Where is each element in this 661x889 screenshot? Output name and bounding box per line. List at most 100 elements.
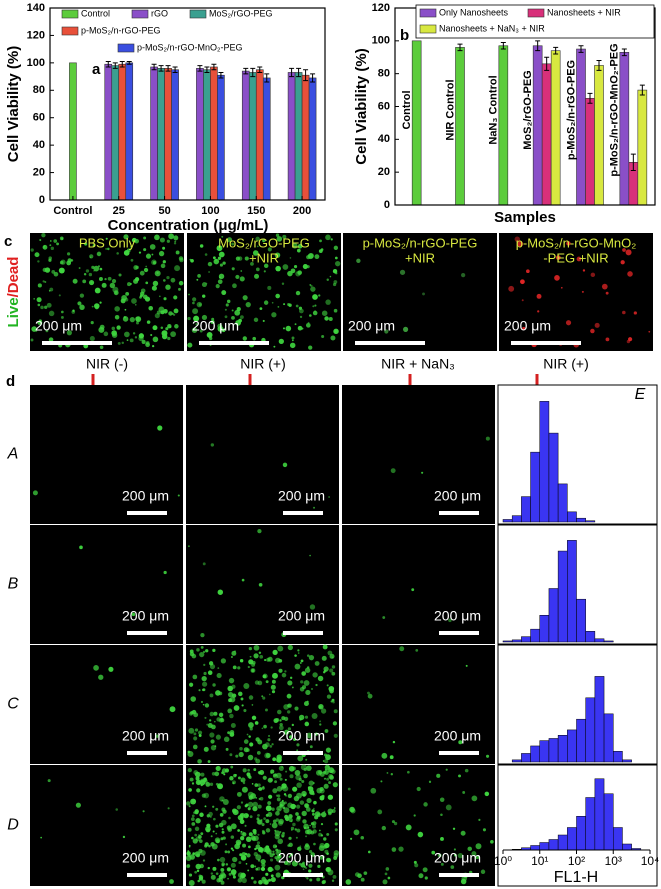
cell: [323, 783, 329, 789]
cell: [320, 823, 324, 826]
cell: [309, 604, 316, 610]
cell: [213, 711, 218, 716]
cell: [178, 256, 184, 261]
cell: [251, 668, 255, 673]
cell: [413, 860, 417, 864]
cell: [187, 768, 192, 773]
cell: [61, 237, 64, 240]
cell: [248, 775, 252, 779]
cell: [235, 320, 241, 326]
cell: [271, 743, 274, 746]
cell: [89, 335, 95, 342]
error-bar: [250, 67, 256, 78]
cell: [190, 798, 197, 805]
histogram-bar: [557, 550, 568, 643]
cell: [257, 819, 263, 825]
cell: [244, 256, 249, 261]
cell: [120, 298, 126, 304]
cell: [98, 277, 103, 281]
histogram-bar: [511, 515, 522, 523]
cell: [211, 317, 215, 321]
bar: [196, 68, 204, 201]
cell: [332, 782, 338, 788]
x-tick-label: 50: [158, 205, 170, 217]
cell: [188, 805, 191, 808]
cell: [633, 311, 637, 315]
cell: [269, 858, 274, 862]
cell: [291, 336, 295, 340]
micrograph: [343, 233, 497, 351]
cell: [333, 308, 338, 313]
caption: -PEG +NIR: [543, 250, 608, 265]
cell: [232, 665, 237, 670]
cell: [334, 828, 338, 832]
cell: [318, 845, 325, 851]
cell: [262, 785, 265, 788]
caption: PBS Only: [79, 235, 136, 250]
cell: [274, 780, 278, 784]
cell: [143, 236, 147, 240]
cell: [162, 246, 166, 250]
cell: [241, 704, 244, 707]
cell: [422, 292, 425, 296]
cell: [236, 805, 241, 810]
histogram-bar: [539, 842, 550, 851]
cell: [281, 672, 287, 678]
error-bar: [158, 65, 164, 72]
cell: [560, 286, 563, 289]
cell: [222, 799, 229, 805]
cell: [231, 315, 235, 320]
cell: [152, 280, 159, 287]
cell: [293, 795, 300, 802]
cell: [312, 294, 318, 300]
cell: [218, 712, 224, 718]
cell: [326, 832, 330, 836]
cell: [269, 853, 274, 858]
error-bar: [211, 63, 217, 71]
cell: [333, 709, 338, 714]
cell: [200, 832, 204, 836]
cell: [309, 314, 312, 317]
cell: [310, 822, 314, 826]
cell: [255, 267, 260, 272]
cell: [275, 857, 281, 862]
error-bar: [119, 60, 125, 68]
cell: [296, 804, 301, 809]
histogram-bar: [530, 845, 541, 851]
cell: [199, 244, 204, 248]
cell: [464, 768, 469, 773]
cell: [415, 649, 419, 652]
cell: [192, 852, 196, 855]
cell: [177, 494, 180, 497]
cell: [38, 319, 42, 323]
cell: [263, 270, 266, 273]
cell: [99, 301, 102, 304]
cell: [249, 727, 253, 731]
cell: [267, 866, 273, 873]
cell: [275, 265, 281, 272]
cell: [173, 308, 179, 314]
column-label: NIR + NaN₃: [381, 356, 455, 372]
cell: [428, 780, 432, 783]
cell: [284, 814, 289, 820]
cell: [92, 244, 96, 247]
x-tick-label: Control: [53, 205, 92, 217]
cell: [262, 696, 266, 700]
cell: [194, 728, 199, 732]
cell: [275, 811, 280, 816]
cell: [289, 257, 292, 259]
cell: [262, 319, 265, 323]
cell: [520, 279, 525, 285]
cell: [296, 749, 299, 752]
cell: [195, 810, 199, 815]
cell: [276, 757, 282, 763]
cell: [247, 791, 254, 798]
cell: [221, 799, 224, 802]
cell: [239, 819, 245, 825]
cell: [191, 782, 195, 785]
cell: [313, 842, 316, 846]
cell: [308, 780, 314, 786]
cell: [212, 683, 216, 687]
cell: [306, 877, 309, 880]
cell: [554, 275, 560, 281]
